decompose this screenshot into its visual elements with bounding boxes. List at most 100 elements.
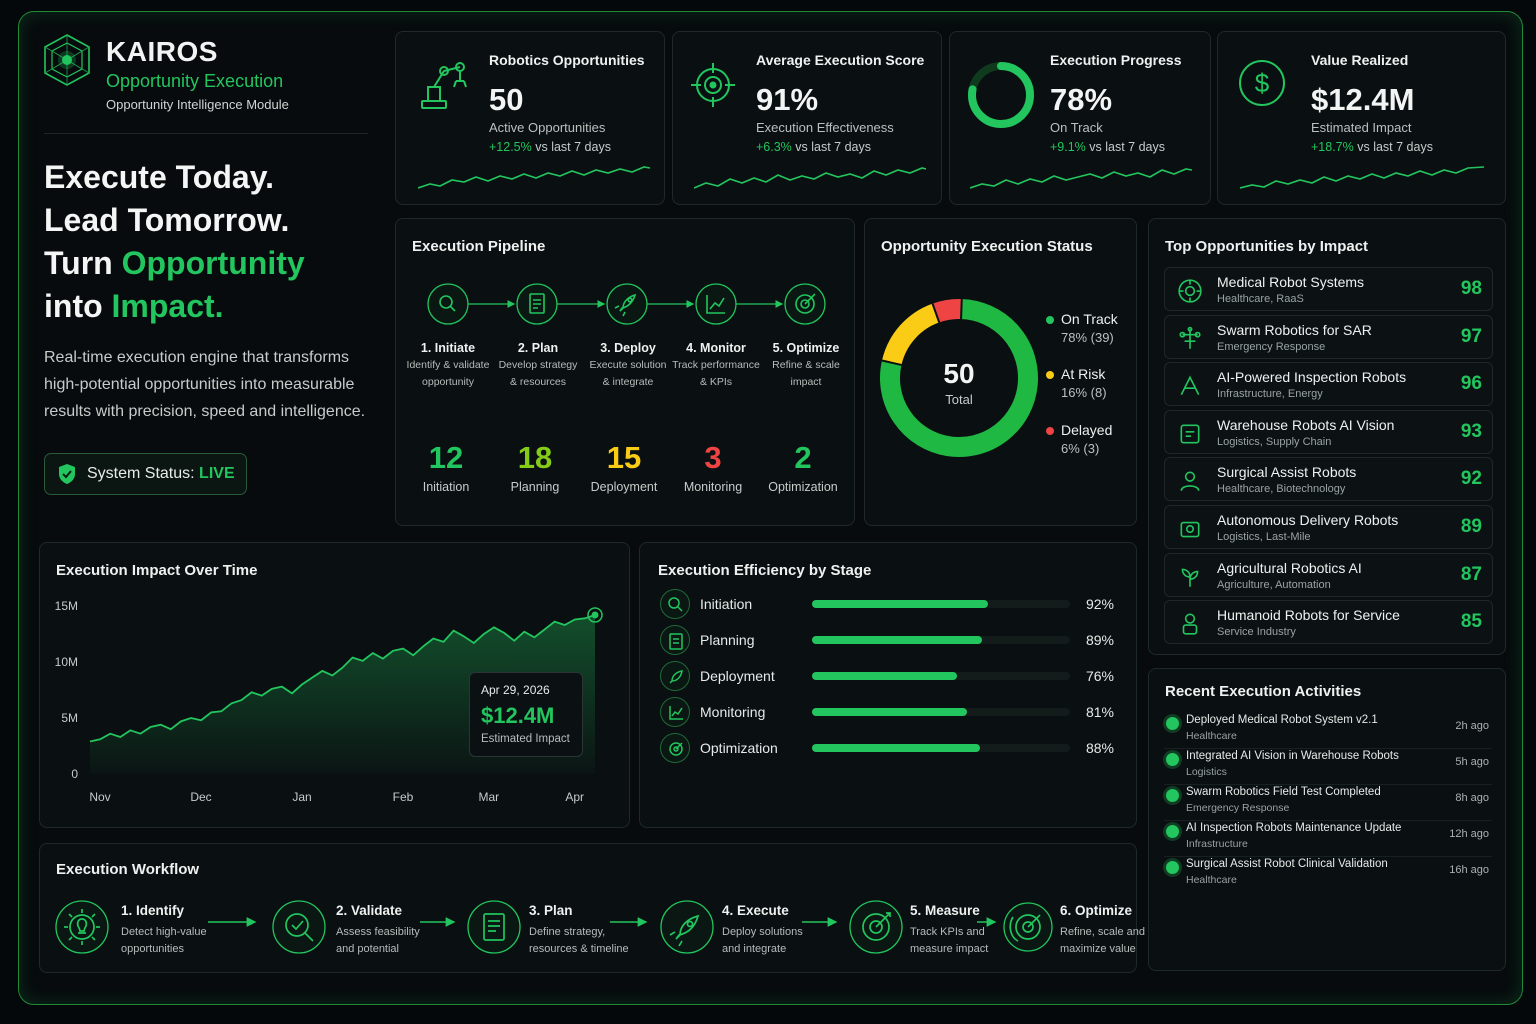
donut-segment-at-risk[interactable] xyxy=(881,303,940,366)
kpi-sparkline xyxy=(694,167,926,189)
opportunity-item[interactable]: Humanoid Robots for Service Service Indus… xyxy=(1164,600,1493,645)
efficiency-row[interactable]: Monitoring 81% xyxy=(660,697,1120,727)
legend-value: 78% (39) xyxy=(1061,330,1114,345)
workflow-step-desc: Deploy solutions and integrate xyxy=(722,924,803,958)
dollar-icon: $ xyxy=(1237,58,1287,108)
opportunity-name: AI-Powered Inspection Robots xyxy=(1217,369,1407,386)
opportunity-icon xyxy=(1177,373,1203,399)
opportunity-score: 98 xyxy=(1460,278,1482,299)
opportunity-item[interactable]: Agricultural Robotics AI Agriculture, Aut… xyxy=(1164,552,1493,597)
count-value: 12 xyxy=(428,440,464,475)
chart-tooltip: Apr 29, 2026 $12.4M Estimated Impact xyxy=(469,672,583,757)
opportunity-score: 92 xyxy=(1460,468,1482,490)
activity-name: AI Inspection Robots Maintenance Update xyxy=(1186,822,1402,834)
pipeline-step[interactable]: 3. Deploy Execute solution & integrate xyxy=(578,341,678,391)
pipeline-step[interactable]: 2. Plan Develop strategy & resources xyxy=(488,341,588,391)
pipeline-step[interactable]: 4. Monitor Track performance & KPIs xyxy=(666,341,766,391)
kpi-delta-suffix: vs last 7 days xyxy=(531,140,611,154)
activity-item[interactable]: AI Inspection Robots Maintenance Update I… xyxy=(1164,822,1492,856)
desc-line: Refine, scale and xyxy=(1060,926,1145,938)
desc-line: Deploy solutions xyxy=(722,926,803,938)
pipeline-step-title: 2. Plan xyxy=(517,341,559,355)
desc-line: opportunity xyxy=(422,376,474,388)
workflow-step-desc: Refine, scale and maximize value xyxy=(1060,924,1145,958)
opportunity-item[interactable]: Surgical Assist Robots Healthcare, Biotec… xyxy=(1164,457,1493,502)
opportunity-name: Humanoid Robots for Service xyxy=(1217,607,1400,624)
activity-category: Healthcare xyxy=(1186,730,1237,742)
status-donut-chart[interactable] xyxy=(878,292,1040,464)
opportunity-item[interactable]: AI-Powered Inspection Robots Infrastructu… xyxy=(1164,362,1493,407)
efficiency-row[interactable]: Planning 89% xyxy=(660,625,1120,655)
donut-center: 50 Total xyxy=(919,358,999,407)
activity-item[interactable]: Surgical Assist Robot Clinical Validatio… xyxy=(1164,858,1492,892)
shield-check-icon xyxy=(59,464,75,484)
opportunity-icon xyxy=(1177,564,1203,590)
kpi-card-value[interactable] xyxy=(1217,31,1506,205)
stage-icon xyxy=(660,697,690,727)
opportunity-item[interactable]: Autonomous Delivery Robots Logistics, Las… xyxy=(1164,505,1493,549)
pipeline-step[interactable]: 1. Initiate Identify & validate opportuni… xyxy=(398,341,498,391)
workflow-title: Execution Workflow xyxy=(56,861,200,878)
workflow-step-title: 4. Execute xyxy=(722,903,789,918)
divider xyxy=(44,133,368,134)
hero-text: into xyxy=(44,288,112,324)
pipeline-step-desc: Identify & validate opportunity xyxy=(398,357,498,391)
donut-segment-delayed[interactable] xyxy=(932,299,962,323)
system-status-badge[interactable]: System Status: LIVE xyxy=(44,453,247,495)
desc-line: measure impact xyxy=(910,943,989,955)
x-tick-label: Mar xyxy=(479,790,500,804)
opportunity-item[interactable]: Warehouse Robots AI Vision Logistics, Sup… xyxy=(1164,409,1493,454)
count-label: Optimization xyxy=(768,480,838,494)
progress-fill xyxy=(812,672,958,680)
desc-line: Refine & scale xyxy=(772,359,840,371)
count-value: 3 xyxy=(704,440,722,475)
brand-module: Opportunity Intelligence Module xyxy=(106,97,289,112)
pipeline-step-desc: Develop strategy & resources xyxy=(488,357,588,391)
efficiency-row[interactable]: Deployment 76% xyxy=(660,661,1120,691)
donut-separator xyxy=(931,303,941,323)
crosshair-icon xyxy=(688,60,738,110)
efficiency-row[interactable]: Optimization 88% xyxy=(660,733,1120,763)
pipeline-count: 12 Initiation xyxy=(401,440,491,494)
stage-name: Optimization xyxy=(700,740,778,756)
opportunity-name: Agricultural Robotics AI xyxy=(1217,559,1362,576)
activity-item[interactable]: Deployed Medical Robot System v2.1 Health… xyxy=(1164,714,1492,748)
workflow-step-desc: Track KPIs and measure impact xyxy=(910,924,988,958)
latest-data-point[interactable] xyxy=(591,611,599,619)
opportunity-score: 93 xyxy=(1460,420,1482,442)
kpi-card-score[interactable] xyxy=(672,31,942,205)
opportunity-item[interactable]: Swarm Robotics for SAR Emergency Response… xyxy=(1164,314,1493,359)
pipeline-step[interactable]: 5. Optimize Refine & scale impact xyxy=(756,341,856,391)
activity-item[interactable]: Swarm Robotics Field Test Completed Emerg… xyxy=(1164,786,1492,820)
desc-line: and potential xyxy=(336,943,399,955)
system-status-value: LIVE xyxy=(199,465,235,482)
legend-value: 6% (3) xyxy=(1061,441,1100,456)
pipeline-count: 15 Deployment xyxy=(579,440,669,494)
divider xyxy=(1164,820,1492,821)
y-tick-label: 0 xyxy=(71,767,78,781)
workflow-flow xyxy=(55,900,1053,954)
kpi-sparkline xyxy=(970,168,1192,189)
stage-percent: 88% xyxy=(1085,740,1114,756)
kpi-title: Robotics Opportunities xyxy=(489,52,645,68)
kpi-label: Active Opportunities xyxy=(489,120,606,135)
activity-item[interactable]: Integrated AI Vision in Warehouse Robots… xyxy=(1164,750,1492,784)
activity-time: 16h ago xyxy=(1449,864,1489,876)
stage-icon xyxy=(660,625,690,655)
donut-total: 50 xyxy=(943,358,975,389)
kpi-delta-value: +9.1% xyxy=(1050,140,1086,154)
desc-line: Track performance xyxy=(672,359,760,371)
pipeline-step-title: 4. Monitor xyxy=(686,341,746,355)
workflow-step-desc: Assess feasibility and potential xyxy=(336,924,420,958)
opportunity-name: Warehouse Robots AI Vision xyxy=(1217,416,1395,433)
opportunity-score: 87 xyxy=(1460,563,1482,585)
efficiency-row[interactable]: Initiation 92% xyxy=(660,589,1120,619)
efficiency-panel xyxy=(639,542,1137,828)
opportunity-item[interactable]: Medical Robot Systems Healthcare, RaaS 98 xyxy=(1164,267,1493,311)
activity-time: 2h ago xyxy=(1455,720,1489,732)
activity-time: 8h ago xyxy=(1455,792,1489,804)
pipeline-step-desc: Execute solution & integrate xyxy=(578,357,678,391)
impact-area-chart[interactable]: 0 5M 10M 15M Nov Dec Jan Feb Mar Apr xyxy=(50,590,610,810)
kpi-value: 78% xyxy=(1050,82,1113,117)
donut-segment-on-track[interactable] xyxy=(880,299,1038,457)
